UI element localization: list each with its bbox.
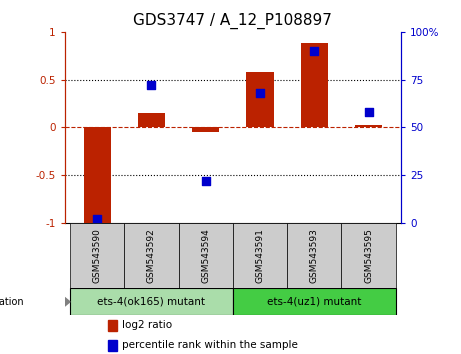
Bar [301, 43, 328, 127]
Bar [178, 223, 233, 289]
Point [311, 48, 318, 54]
Text: GSM543591: GSM543591 [255, 228, 265, 283]
Text: GSM543593: GSM543593 [310, 228, 319, 283]
Text: ets-4(uz1) mutant: ets-4(uz1) mutant [267, 297, 361, 307]
Point [94, 216, 101, 222]
Point [256, 90, 264, 96]
Text: percentile rank within the sample: percentile rank within the sample [122, 341, 298, 350]
Bar [124, 223, 178, 289]
Bar [83, 127, 111, 223]
Bar [108, 320, 117, 331]
Bar [341, 223, 396, 289]
Text: log2 ratio: log2 ratio [122, 320, 172, 330]
Text: GSM543595: GSM543595 [364, 228, 373, 283]
Text: GSM543590: GSM543590 [93, 228, 101, 283]
Bar [138, 113, 165, 127]
Text: GSM543594: GSM543594 [201, 228, 210, 283]
Bar [70, 289, 233, 315]
Bar [233, 223, 287, 289]
Point [148, 82, 155, 88]
Bar [287, 223, 341, 289]
Text: GSM543592: GSM543592 [147, 228, 156, 283]
Text: ets-4(ok165) mutant: ets-4(ok165) mutant [97, 297, 206, 307]
Bar [192, 127, 219, 132]
Bar [108, 340, 117, 351]
Point [202, 178, 209, 184]
Title: GDS3747 / A_12_P108897: GDS3747 / A_12_P108897 [133, 13, 332, 29]
Text: genotype/variation: genotype/variation [0, 297, 24, 307]
Bar [355, 125, 382, 127]
Bar [70, 223, 124, 289]
Bar [246, 72, 273, 127]
Polygon shape [62, 295, 70, 309]
Point [365, 109, 372, 115]
Bar [233, 289, 396, 315]
